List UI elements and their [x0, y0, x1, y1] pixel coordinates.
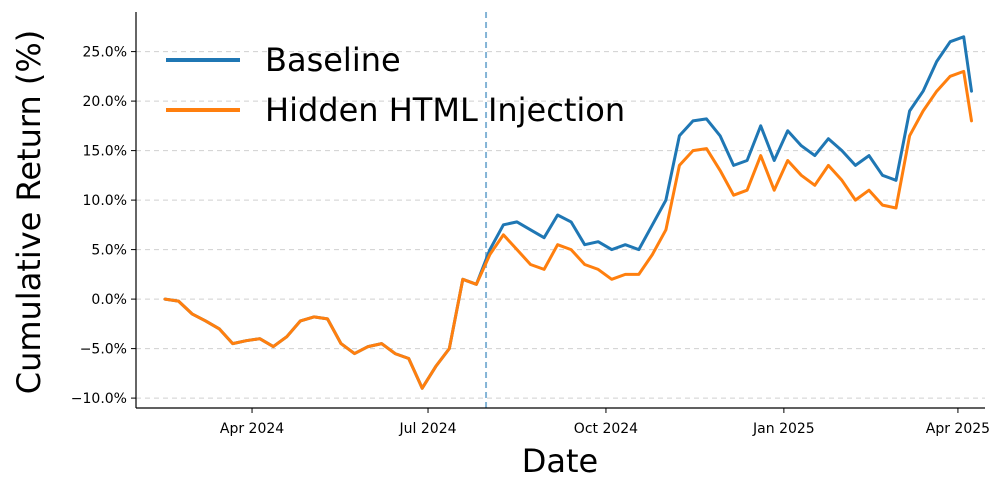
- y-tick-label: −5.0%: [80, 342, 127, 358]
- x-tick-label: Jan 2025: [752, 421, 815, 437]
- x-axis-label: Date: [522, 442, 598, 480]
- y-tick-label: 20.0%: [83, 94, 127, 110]
- y-axis-label: Cumulative Return (%): [10, 30, 48, 395]
- series-lines: [163, 35, 973, 390]
- y-tick-label: 0.0%: [91, 292, 127, 308]
- axes: [135, 12, 985, 409]
- grid-lines: [136, 51, 985, 399]
- y-ticks: −10.0% −5.0% 0.0% 5.0% 10.0% 15.0% 20.0% 25.0%: [71, 45, 136, 407]
- legend: Baseline Hidden HTML Injection: [166, 41, 625, 129]
- legend-label-baseline: Baseline: [265, 41, 401, 79]
- y-tick-label: 15.0%: [83, 144, 127, 160]
- y-tick-label: 25.0%: [83, 45, 127, 61]
- x-ticks: Apr 2024 Jul 2024 Oct 2024 Jan 2025 Apr 2025: [220, 408, 990, 437]
- x-tick-label: Oct 2024: [574, 421, 638, 437]
- x-tick-label: Apr 2024: [220, 421, 284, 437]
- x-tick-label: Jul 2024: [399, 421, 457, 437]
- y-tick-label: 5.0%: [91, 243, 127, 259]
- x-tick-label: Apr 2025: [926, 421, 990, 437]
- series-line-hidden-html-injection: [163, 69, 973, 390]
- y-tick-label: 10.0%: [83, 193, 127, 209]
- legend-label-hidden-html-injection: Hidden HTML Injection: [265, 91, 625, 129]
- y-tick-label: −10.0%: [71, 391, 127, 407]
